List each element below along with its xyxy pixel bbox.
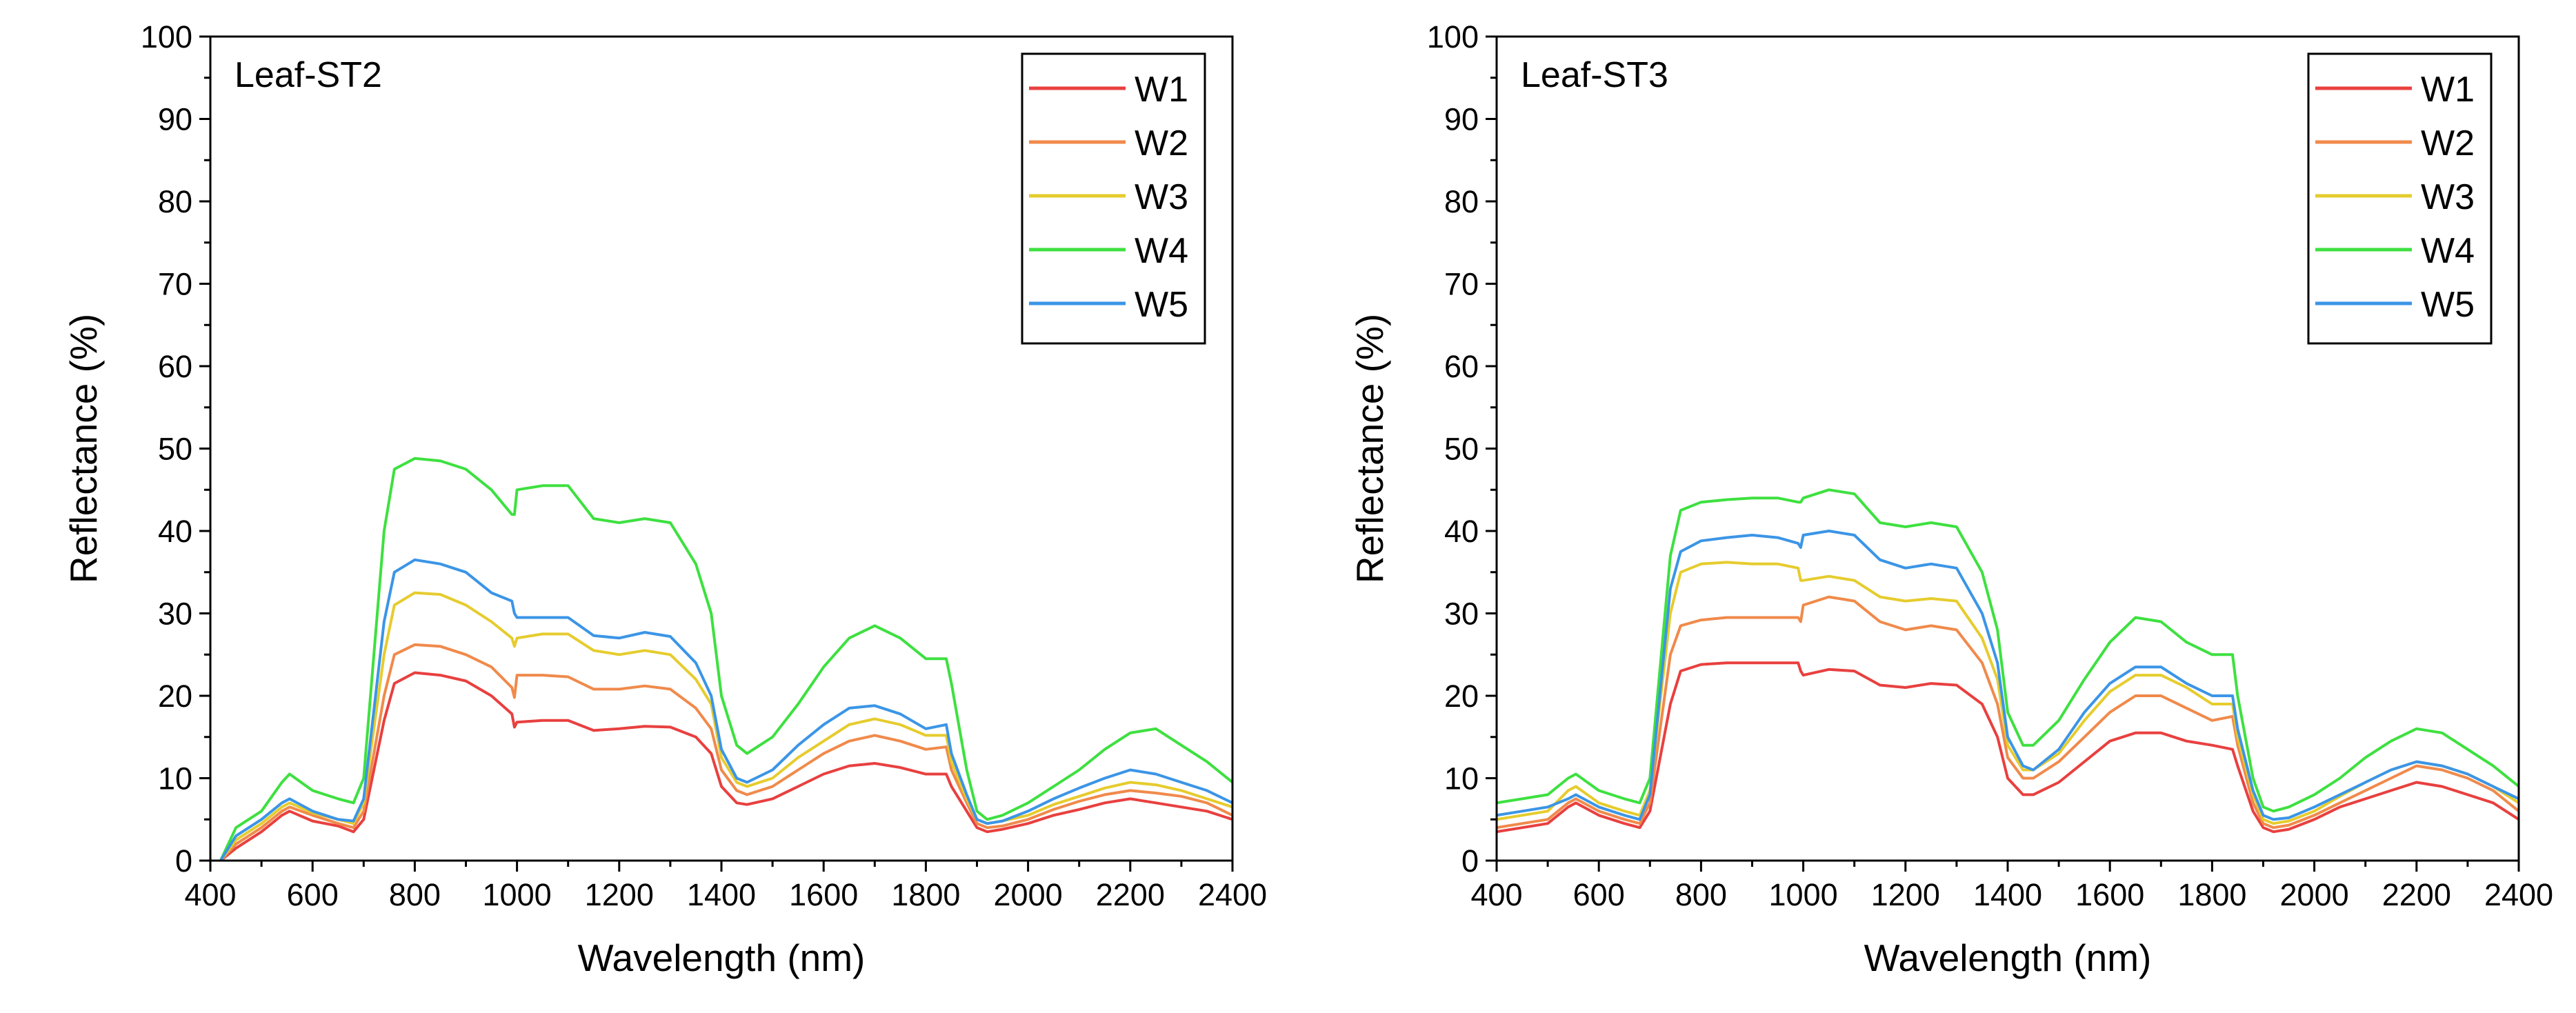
x-tick-label: 400 xyxy=(1470,877,1522,912)
legend-label-w4: W4 xyxy=(1135,231,1188,271)
x-axis-title: Wavelength (nm) xyxy=(1864,936,2152,979)
chart-panel-2: 0 10 20 30 40 50 60 70 80 90 100 400 600 800 1000 1200 1… xyxy=(1348,19,2553,979)
legend-label-w4: W4 xyxy=(2421,231,2475,271)
legend-label-w3: W3 xyxy=(2421,177,2475,217)
y-tick-label: 40 xyxy=(1444,514,1479,549)
y-tick-label: 0 xyxy=(175,843,192,879)
legend: W1 W2 W3 W4 W5 xyxy=(2307,52,2493,345)
x-tick-label: 1600 xyxy=(789,877,858,912)
x-tick-label: 600 xyxy=(1573,877,1625,912)
x-tick-label: 1000 xyxy=(1769,877,1838,912)
y-tick-label: 20 xyxy=(158,679,192,714)
x-tick-label: 2400 xyxy=(1198,877,1267,912)
x-axis-title: Wavelength (nm) xyxy=(578,936,866,979)
legend-label-w2: W2 xyxy=(2421,123,2475,163)
series-line-w5 xyxy=(219,558,1232,861)
legend-label-w3: W3 xyxy=(1135,177,1188,217)
x-tick-label: 1400 xyxy=(687,877,756,912)
x-tick-label: 800 xyxy=(1675,877,1727,912)
series-lines xyxy=(1497,488,2519,834)
x-tick-label: 1800 xyxy=(2177,877,2246,912)
legend: W1 W2 W3 W4 W5 xyxy=(1021,52,1206,345)
y-tick-label: 70 xyxy=(1444,267,1479,302)
x-tick-label: 400 xyxy=(184,877,236,912)
panel-label: Leaf-ST2 xyxy=(234,55,382,95)
y-tick-label: 80 xyxy=(1444,184,1479,219)
x-tick-label: 1400 xyxy=(1973,877,2042,912)
series-line-w2 xyxy=(219,643,1232,861)
legend-box xyxy=(2307,52,2493,345)
series-line-w4 xyxy=(1497,488,2519,813)
y-tick-label: 20 xyxy=(1444,679,1479,714)
y-tick-label: 30 xyxy=(158,596,192,632)
x-tick-label: 2200 xyxy=(1096,877,1165,912)
x-tick-label: 2000 xyxy=(2280,877,2349,912)
y-tick-label: 40 xyxy=(158,514,192,549)
legend-label-w1: W1 xyxy=(2421,70,2475,110)
chart-panel-1: 0 10 20 30 40 50 60 70 80 90 100 400 600 800 1000 1200 1… xyxy=(62,19,1267,979)
y-tick-label: 90 xyxy=(1444,102,1479,137)
legend-label-w5: W5 xyxy=(1135,285,1188,325)
y-axis-title: Reflectance (%) xyxy=(62,314,105,583)
y-tick-label: 10 xyxy=(1444,761,1479,796)
y-tick-label: 70 xyxy=(158,267,192,302)
x-tick-label: 1200 xyxy=(585,877,654,912)
y-tick-label: 0 xyxy=(1461,843,1479,879)
y-tick-label: 30 xyxy=(1444,596,1479,632)
legend-label-w2: W2 xyxy=(1135,123,1188,163)
legend-label-w5: W5 xyxy=(2421,285,2475,325)
x-tick-label: 1200 xyxy=(1871,877,1940,912)
x-tick-label: 2200 xyxy=(2382,877,2451,912)
series-line-w1 xyxy=(219,671,1232,861)
y-tick-label: 10 xyxy=(158,761,192,796)
series-line-w1 xyxy=(1497,661,2519,834)
x-tick-label: 1600 xyxy=(2075,877,2144,912)
series-line-w4 xyxy=(219,457,1232,861)
legend-box xyxy=(1021,52,1206,345)
x-tick-label: 1000 xyxy=(483,877,552,912)
x-tick-label: 1800 xyxy=(891,877,960,912)
series-lines xyxy=(219,457,1232,861)
x-tick-label: 800 xyxy=(389,877,441,912)
y-tick-label: 90 xyxy=(158,102,192,137)
x-tick-label: 2000 xyxy=(994,877,1063,912)
y-tick-label: 80 xyxy=(158,184,192,219)
legend-label-w1: W1 xyxy=(1135,70,1188,110)
y-tick-label: 100 xyxy=(141,19,192,54)
y-axis-title: Reflectance (%) xyxy=(1348,314,1391,583)
x-tick-label: 2400 xyxy=(2484,877,2553,912)
y-tick-label: 100 xyxy=(1427,19,1479,54)
panel-label: Leaf-ST3 xyxy=(1521,55,1668,95)
series-line-w5 xyxy=(1497,530,2519,821)
x-tick-label: 600 xyxy=(287,877,339,912)
y-tick-label: 60 xyxy=(158,349,192,384)
series-line-w2 xyxy=(1497,595,2519,830)
series-line-w3 xyxy=(219,591,1232,861)
y-tick-label: 50 xyxy=(158,432,192,467)
y-tick-label: 60 xyxy=(1444,349,1479,384)
y-tick-label: 50 xyxy=(1444,432,1479,467)
